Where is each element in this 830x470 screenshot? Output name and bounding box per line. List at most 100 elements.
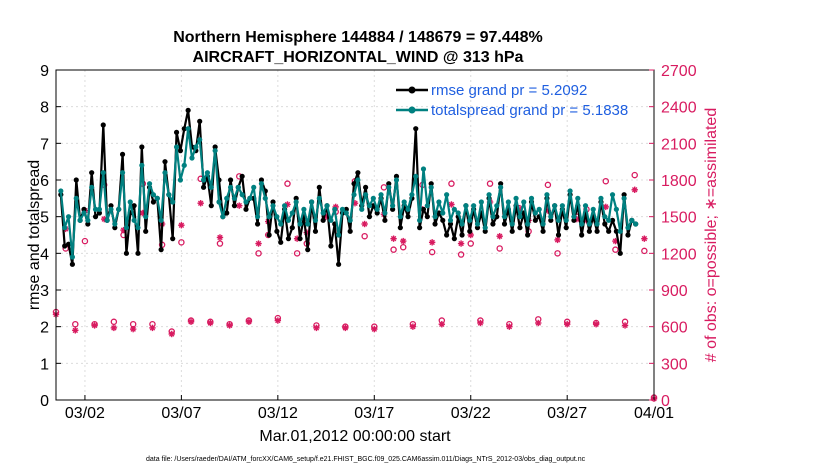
- asterisk-stroke: [429, 239, 435, 246]
- totalspread-point: [401, 199, 407, 205]
- totalspread-point: [463, 203, 469, 209]
- rmse-point: [509, 228, 515, 234]
- obs-assimilated-point: [563, 321, 571, 328]
- totalspread-point: [58, 188, 64, 194]
- legend-spread-label: totalspread grand pr = 5.1838: [431, 102, 628, 119]
- y-left-tick-label: 3: [40, 283, 49, 300]
- rmse-point: [617, 250, 623, 256]
- rmse-point: [197, 118, 203, 124]
- totalspread-point: [586, 221, 592, 227]
- x-tick-label: 03/12: [258, 405, 298, 422]
- rmse-point: [320, 217, 326, 223]
- rmse-point: [312, 228, 319, 234]
- totalspread-point: [262, 195, 268, 201]
- asterisk-stroke: [275, 317, 281, 324]
- rmse-point: [293, 195, 299, 201]
- rmse-point: [119, 151, 126, 157]
- totalspread-point: [505, 199, 511, 205]
- totalspread-point: [455, 210, 461, 216]
- asterisk-stroke: [554, 237, 561, 243]
- rmse-point: [532, 217, 538, 223]
- rmse-point: [501, 221, 508, 227]
- totalspread-point: [254, 214, 261, 220]
- totalspread-point: [559, 203, 565, 209]
- totalspread-point: [509, 221, 515, 227]
- rmse-point: [447, 221, 454, 227]
- rmse-point: [162, 159, 168, 165]
- totalspread-point: [339, 206, 346, 212]
- totalspread-point: [177, 177, 184, 183]
- obs-assimilated-point: [197, 200, 204, 207]
- totalspread-point: [166, 192, 172, 198]
- obs-possible-point: [496, 245, 503, 252]
- totalspread-point: [355, 177, 361, 183]
- rmse-point: [258, 177, 265, 183]
- rmse-point: [123, 250, 130, 256]
- rmse-point: [65, 241, 72, 247]
- totalspread-point: [478, 199, 484, 205]
- totalspread-point: [150, 192, 157, 198]
- rmse-point: [459, 232, 465, 238]
- totalspread-point: [81, 210, 87, 216]
- rmse-point: [586, 228, 592, 234]
- obs-assimilated-point: [390, 235, 397, 242]
- x-tick-label: 03/17: [354, 405, 394, 422]
- rmse-point: [185, 107, 191, 113]
- x-tick-label: 03/27: [547, 405, 587, 422]
- rmse-point: [231, 203, 238, 209]
- obs-assimilated-point: [236, 202, 243, 209]
- totalspread-point: [212, 148, 218, 154]
- totalspread-point: [189, 155, 195, 161]
- totalspread-point: [181, 162, 187, 168]
- rmse-point: [563, 225, 569, 231]
- obs-assimilated-point: [187, 318, 195, 325]
- obs-assimilated-point: [129, 325, 137, 333]
- y-left-tick-label: 8: [40, 100, 49, 117]
- legend: rmse grand pr = 5.2092 totalspread grand…: [396, 82, 628, 119]
- totalspread-point: [575, 195, 581, 201]
- y-left-tick-label: 9: [40, 63, 49, 80]
- totalspread-point: [486, 192, 492, 198]
- obs-assimilated-point: [554, 236, 561, 244]
- totalspread-point: [397, 214, 403, 220]
- totalspread-point: [258, 181, 265, 187]
- totalspread-point: [320, 210, 326, 216]
- totalspread-point: [89, 184, 95, 190]
- totalspread-point: [555, 217, 562, 223]
- asterisk-stroke: [130, 326, 136, 332]
- obs-possible-point: [284, 180, 291, 187]
- y-right-tick-label: 600: [661, 320, 688, 337]
- totalspread-point: [532, 210, 538, 216]
- totalspread-point: [173, 144, 180, 150]
- totalspread-point: [444, 192, 450, 198]
- asterisk-stroke: [468, 232, 474, 238]
- rmse-point: [482, 228, 488, 234]
- rmse-point: [150, 199, 157, 205]
- asterisk-stroke: [111, 325, 117, 331]
- asterisk-stroke: [197, 200, 204, 206]
- rmse-point: [606, 228, 612, 234]
- totalspread-point: [393, 177, 400, 183]
- totalspread-point: [428, 184, 434, 190]
- rmse-point: [386, 181, 392, 187]
- rmse-point: [432, 221, 438, 227]
- y-left-tick-label: 1: [40, 356, 49, 373]
- legend-rmse-label: rmse grand pr = 5.2092: [431, 82, 587, 99]
- totalspread-point: [143, 214, 149, 220]
- totalspread-point: [459, 221, 465, 227]
- obs-possible-point: [448, 180, 455, 187]
- chart-title-line2: AIRCRAFT_HORIZONTAL_WIND @ 313 hPa: [193, 49, 524, 66]
- rmse-point: [405, 214, 411, 220]
- rmse-point: [351, 181, 357, 187]
- totalspread-point: [482, 225, 488, 231]
- rmse-point: [525, 232, 531, 238]
- totalspread-point: [528, 195, 535, 201]
- obs-assimilated-point: [255, 240, 262, 247]
- totalspread-point: [247, 195, 253, 201]
- rmse-point: [243, 206, 249, 212]
- y-axis-right-label: # of obs: o=possible; ∗=assimilated: [703, 108, 720, 362]
- asterisk-stroke: [477, 320, 484, 326]
- totalspread-point: [336, 232, 342, 238]
- x-tick-label: 03/22: [451, 405, 491, 422]
- totalspread-point: [471, 203, 477, 209]
